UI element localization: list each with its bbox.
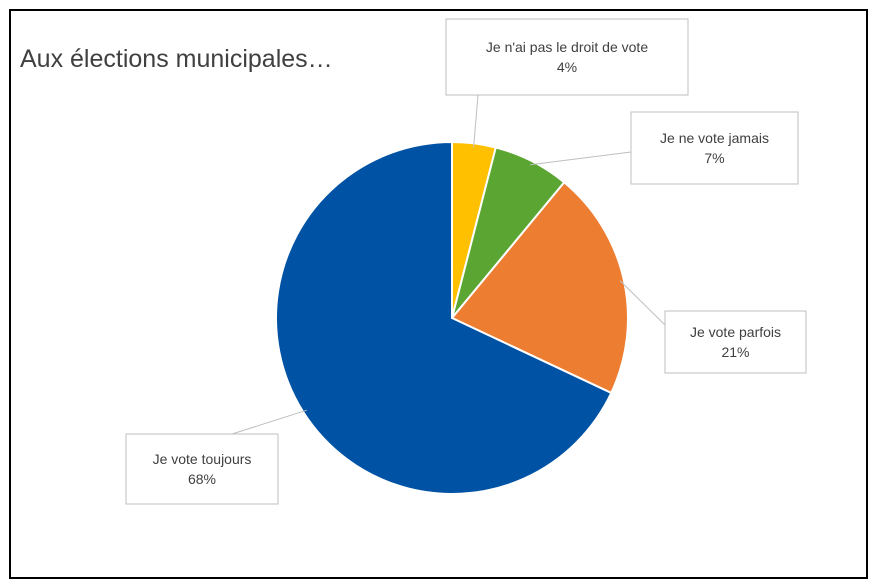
leader-line-3: [619, 280, 666, 326]
data-label-percent: 7%: [704, 150, 724, 166]
data-label-category: Je n'ai pas le droit de vote: [486, 39, 648, 55]
data-label-box: [445, 18, 689, 96]
leader-line-1: [473, 94, 479, 148]
chart-title: Aux élections municipales…: [20, 45, 333, 73]
data-label-category: Je ne vote jamais: [660, 130, 769, 146]
data-label-3: Je vote parfois 21%: [664, 310, 807, 374]
data-label-category: Je vote toujours: [153, 451, 252, 467]
data-label-4: Je vote toujours 68%: [125, 433, 279, 505]
pie-slices: [275, 140, 629, 495]
data-label-category: Je vote parfois: [690, 324, 781, 340]
leader-line-4: [231, 409, 307, 435]
data-label-percent: 4%: [557, 59, 577, 75]
data-label-2: Je ne vote jamais 7%: [630, 111, 799, 185]
pie-slice-4: [275, 140, 613, 495]
data-label-box: [664, 310, 807, 374]
data-label-callouts: Je n'ai pas le droit de vote 4% Je ne vote…: [125, 18, 807, 505]
leader-line-2: [530, 151, 632, 166]
data-label-percent: 68%: [188, 471, 216, 487]
pie-slice-3: [450, 180, 629, 395]
data-label-percent: 21%: [721, 344, 749, 360]
callout-leader-lines: [231, 94, 666, 435]
data-label-1: Je n'ai pas le droit de vote 4%: [445, 18, 689, 96]
data-label-box: [125, 433, 279, 505]
pie-chart: Je n'ai pas le droit de vote 4% Je ne vote…: [125, 18, 807, 505]
data-label-box: [630, 111, 799, 185]
